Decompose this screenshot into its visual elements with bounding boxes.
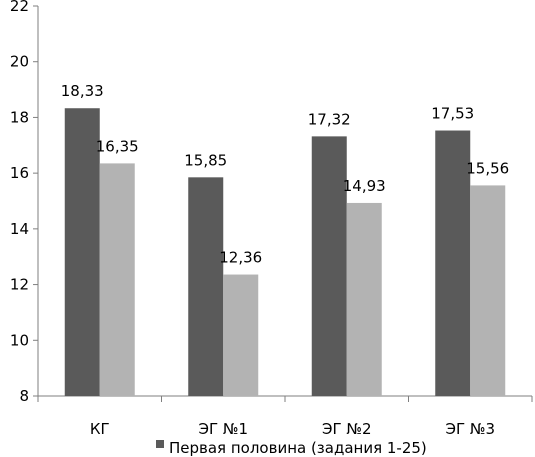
data-label: 15,85 (184, 151, 227, 169)
bars (64, 108, 506, 396)
legend: Первая половина (задания 1-25) (156, 439, 427, 457)
data-labels: 18,33 15,85 17,32 17,53 16,35 12,36 14,93 15,56 (61, 82, 509, 266)
bar-series-1 (311, 136, 347, 396)
data-label: 17,32 (308, 110, 351, 128)
y-tick-label: 12 (10, 276, 29, 294)
data-label: 15,56 (466, 159, 509, 177)
data-label: 12,36 (219, 249, 262, 267)
bar-series-1 (435, 130, 471, 396)
x-tick-label: ЭГ №3 (445, 420, 495, 438)
bar-series-1 (188, 177, 224, 396)
y-tick-label: 8 (19, 387, 29, 405)
y-tick-label: 16 (10, 164, 29, 182)
data-label: 17,53 (431, 105, 474, 123)
data-label: 14,93 (343, 177, 386, 195)
x-tick-label: ЭГ №1 (198, 420, 248, 438)
bar-series-2 (346, 202, 382, 396)
y-tick-label: 22 (10, 0, 29, 15)
data-label: 18,33 (61, 82, 104, 100)
bar-series-2 (99, 163, 135, 396)
legend-label: Первая половина (задания 1-25) (169, 439, 427, 457)
x-axis: КГ ЭГ №1 ЭГ №2 ЭГ №3 (37, 395, 533, 438)
y-axis: 8 10 12 14 16 18 20 22 (10, 0, 39, 405)
y-tick-label: 18 (10, 108, 29, 126)
y-tick-label: 14 (10, 220, 29, 238)
bar-series-2 (223, 274, 259, 396)
data-label: 16,35 (96, 137, 139, 155)
x-tick-label: ЭГ №2 (322, 420, 372, 438)
legend-swatch (156, 440, 164, 448)
bar-series-1 (64, 108, 100, 396)
bar-series-2 (470, 185, 506, 396)
y-tick-label: 10 (10, 331, 29, 349)
x-tick-label: КГ (90, 420, 110, 438)
y-tick-label: 20 (10, 53, 29, 71)
